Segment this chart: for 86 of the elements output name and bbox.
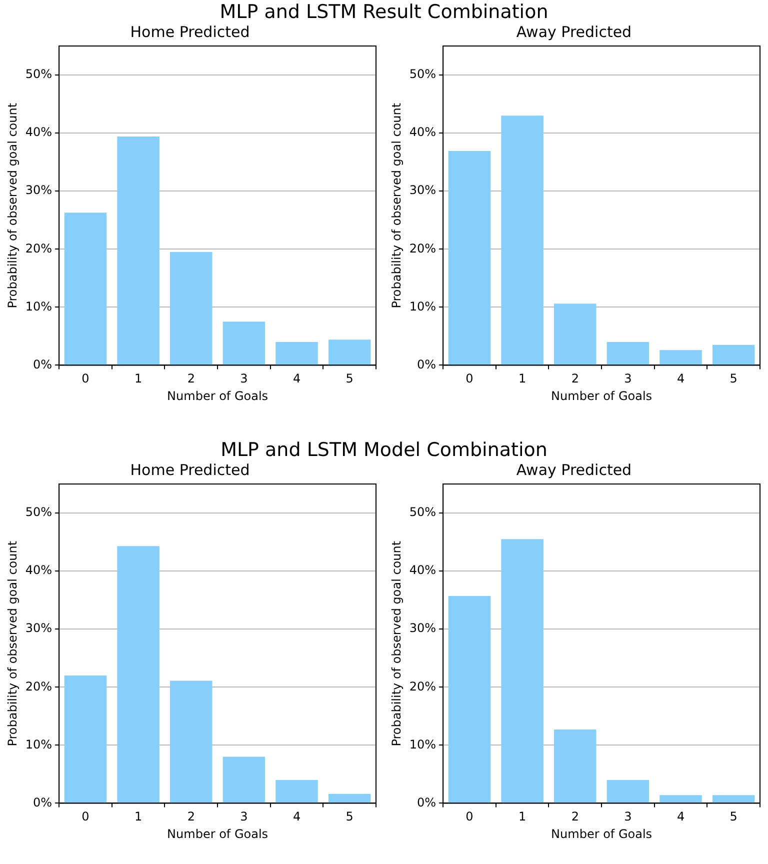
bar [606, 780, 650, 803]
y-tick-label: 50% [25, 67, 52, 82]
x-axis-title: Number of Goals [551, 826, 652, 841]
x-axis-title: Number of Goals [167, 826, 268, 841]
bar [660, 795, 702, 803]
y-tick-label: 0% [33, 357, 52, 372]
x-tick-label: 5 [346, 372, 354, 386]
chart-title: Home Predicted [130, 22, 250, 41]
bar [276, 342, 318, 365]
x-tick-label: 1 [518, 372, 526, 386]
x-tick-label: 0 [466, 810, 474, 824]
x-tick-label: 2 [187, 372, 195, 386]
bar [712, 795, 755, 803]
y-tick-label: 0% [417, 357, 436, 372]
x-tick-label: 2 [571, 810, 579, 824]
y-tick-label: 10% [25, 737, 52, 752]
y-tick-label: 0% [33, 795, 52, 810]
x-tick-label: 4 [292, 372, 301, 386]
y-axis-title: Probability of observed goal count [5, 102, 20, 308]
y-tick-label: 10% [25, 299, 52, 314]
y-tick-label: 20% [25, 241, 52, 256]
y-tick-label: 40% [409, 563, 436, 578]
x-tick-label: 5 [346, 810, 354, 824]
x-axis-title: Number of Goals [167, 388, 268, 403]
x-tick-label: 4 [292, 810, 301, 824]
y-tick-label: 30% [25, 183, 52, 198]
y-tick-label: 40% [25, 125, 52, 140]
chart-title: Home Predicted [130, 460, 250, 479]
y-tick-label: 20% [409, 679, 436, 694]
bar [276, 780, 318, 803]
text: MLP and LSTM Model Combination [220, 438, 548, 462]
y-axis-title: Probability of observed goal count [389, 540, 404, 746]
x-tick-label: 1 [134, 372, 142, 386]
x-tick-label: 1 [518, 810, 526, 824]
bar [222, 756, 266, 803]
y-tick-label: 40% [25, 563, 52, 578]
bar [328, 794, 371, 803]
bar [64, 676, 107, 803]
x-tick-label: 5 [730, 810, 738, 824]
bar [328, 340, 371, 365]
bar [170, 680, 212, 803]
x-tick-label: 2 [187, 810, 195, 824]
bar [117, 546, 160, 803]
bar [712, 344, 755, 365]
y-tick-label: 10% [409, 299, 436, 314]
bar [222, 322, 266, 365]
y-tick-label: 30% [409, 621, 436, 636]
y-tick-label: 50% [25, 505, 52, 520]
y-axis-title: Probability of observed goal count [5, 540, 20, 746]
bar [501, 116, 544, 365]
bar [448, 151, 491, 365]
x-tick-label: 3 [624, 372, 632, 386]
bar [117, 136, 160, 365]
bar [501, 539, 544, 803]
y-tick-label: 10% [409, 737, 436, 752]
y-tick-label: 30% [409, 183, 436, 198]
x-tick-label: 4 [676, 372, 685, 386]
x-tick-label: 5 [730, 372, 738, 386]
bar [554, 304, 596, 365]
y-tick-label: 40% [409, 125, 436, 140]
y-tick-label: 20% [409, 241, 436, 256]
text: MLP and LSTM Result Combination [218, 0, 550, 24]
x-tick-label: 3 [624, 810, 632, 824]
bar [448, 596, 491, 803]
x-tick-label: 0 [466, 372, 474, 386]
y-tick-label: 0% [417, 795, 436, 810]
y-tick-label: 30% [25, 621, 52, 636]
x-tick-label: 0 [82, 810, 90, 824]
bar [170, 252, 212, 365]
y-tick-label: 20% [25, 679, 52, 694]
bar [64, 212, 107, 365]
bar [606, 342, 650, 365]
x-tick-label: 3 [240, 810, 248, 824]
x-tick-label: 2 [571, 372, 579, 386]
bar [660, 350, 702, 365]
x-tick-label: 3 [240, 372, 248, 386]
x-axis-title: Number of Goals [551, 388, 652, 403]
x-tick-label: 0 [82, 372, 90, 386]
x-tick-label: 1 [134, 810, 142, 824]
chart-title: Away Predicted [516, 460, 632, 479]
y-tick-label: 50% [409, 67, 436, 82]
bar [554, 729, 596, 803]
chart-title: Away Predicted [516, 22, 632, 41]
x-tick-label: 4 [676, 810, 685, 824]
y-axis-title: Probability of observed goal count [389, 102, 404, 308]
y-tick-label: 50% [409, 505, 436, 520]
